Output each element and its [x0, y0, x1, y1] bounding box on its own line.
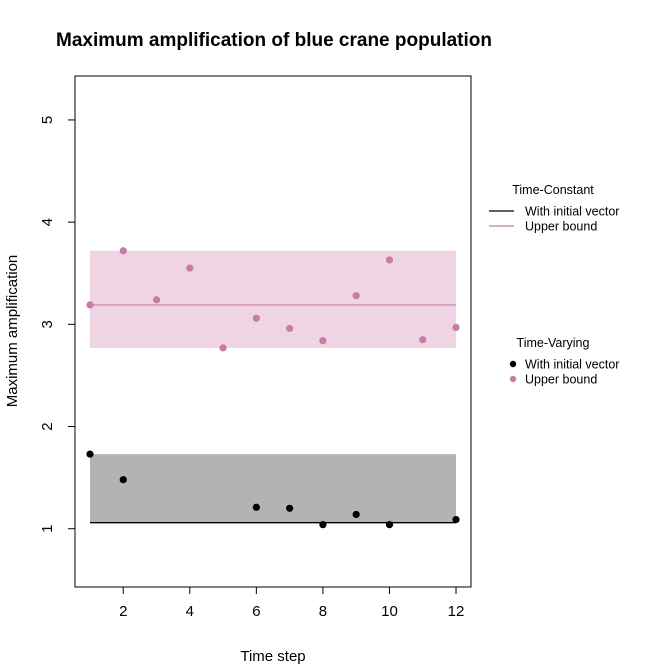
x-tick-label: 4	[186, 603, 194, 620]
data-point	[319, 521, 327, 529]
data-point	[119, 247, 127, 255]
data-point	[86, 301, 94, 309]
x-tick-label: 6	[252, 603, 260, 620]
data-point	[352, 292, 360, 300]
range-band	[89, 454, 457, 524]
y-axis-label: Maximum amplification	[4, 255, 21, 408]
legend-point-key	[509, 375, 517, 383]
data-point	[352, 510, 360, 519]
legend-entry-label: With initial vector	[525, 205, 619, 219]
chart-title: Maximum amplification of blue crane popu…	[56, 30, 492, 51]
legend-title: Time-Varying	[517, 336, 590, 350]
data-point	[119, 476, 127, 484]
data-point	[452, 515, 460, 524]
legend-point-key	[509, 360, 517, 368]
x-tick-label: 12	[448, 603, 465, 620]
y-tick-label: 4	[39, 218, 56, 226]
bands-layer	[89, 250, 457, 524]
x-tick-label: 2	[119, 603, 127, 620]
x-axis-label: Time step	[240, 648, 305, 664]
data-point	[252, 503, 260, 511]
x-tick-label: 10	[381, 603, 398, 620]
data-point	[385, 256, 394, 264]
x-tick-label: 8	[319, 603, 327, 620]
y-tick-label: 2	[39, 422, 56, 430]
legend-title: Time-Constant	[512, 183, 594, 197]
data-point	[152, 296, 161, 304]
data-point	[286, 504, 294, 512]
points-layer	[86, 247, 460, 529]
y-tick-label: 5	[39, 116, 56, 124]
data-point	[286, 324, 294, 333]
range-band	[89, 250, 457, 348]
data-point	[452, 323, 460, 332]
data-point	[252, 314, 260, 322]
legend-entry-label: Upper bound	[525, 373, 597, 387]
y-tick-label: 1	[39, 525, 56, 533]
data-point	[219, 344, 227, 352]
y-tick-label: 3	[39, 320, 56, 328]
constant-lines-layer	[89, 304, 457, 524]
data-point	[319, 337, 327, 345]
legend-entry-label: Upper bound	[525, 220, 597, 234]
data-point	[419, 336, 427, 344]
data-point	[86, 450, 94, 458]
y-axis: 1 2 3 4 5	[39, 116, 76, 533]
x-axis: 2 4 6 8 10 12	[119, 586, 465, 620]
legend-entry-label: With initial vector	[525, 358, 619, 372]
data-point	[385, 521, 394, 529]
data-point	[186, 264, 194, 272]
